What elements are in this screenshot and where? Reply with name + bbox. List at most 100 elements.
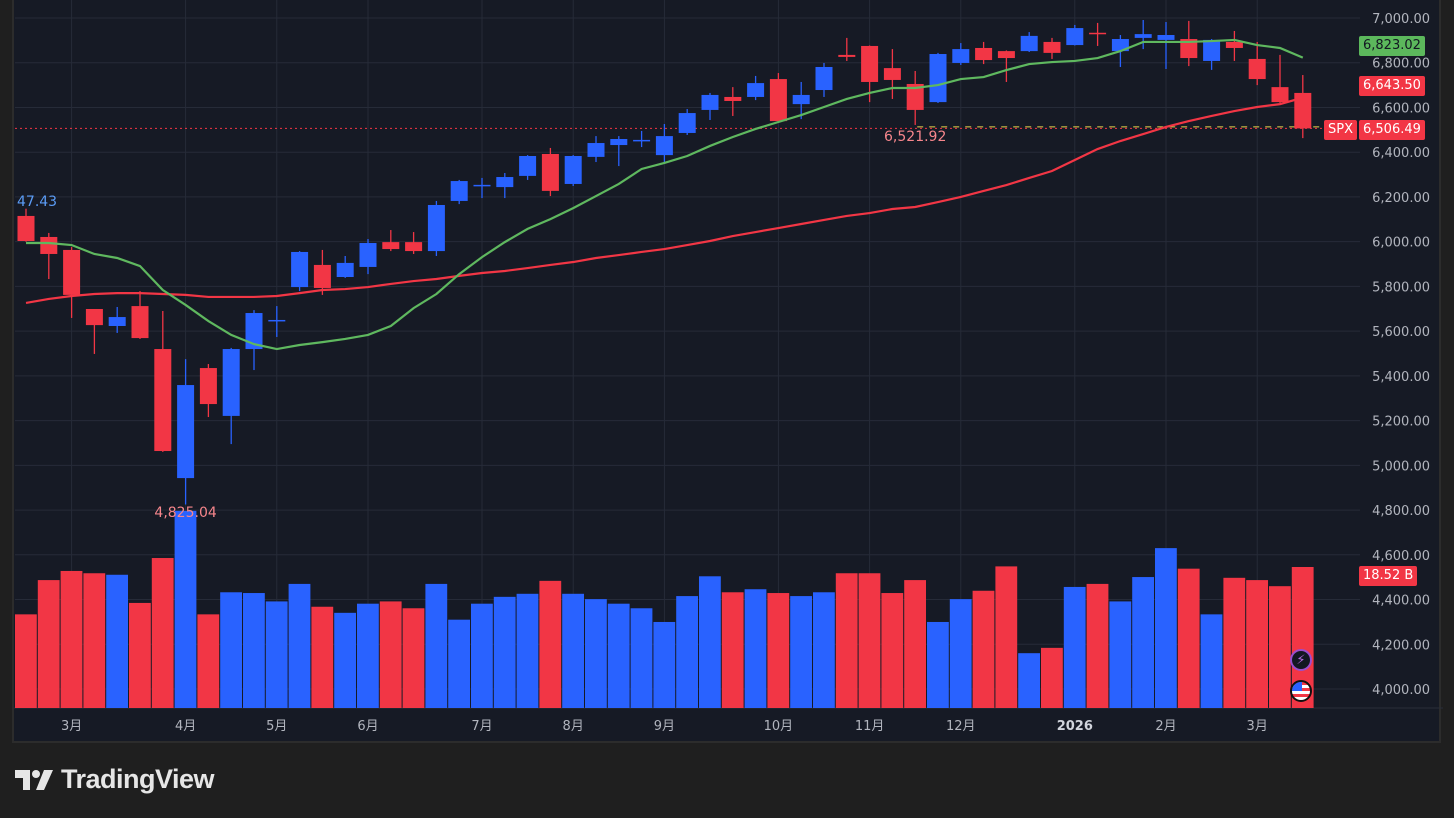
x-tick-label: 4月	[175, 719, 196, 734]
volume-bar	[858, 573, 881, 708]
candle-up	[929, 54, 947, 103]
candle-down	[40, 236, 58, 254]
candle-up	[268, 319, 286, 322]
recent-low-label: 6,521.92	[884, 129, 946, 145]
volume-bar	[1177, 568, 1200, 708]
candle-up	[747, 83, 765, 97]
last-price-tag: 6,506.49	[1359, 120, 1425, 140]
volume-bar	[402, 608, 425, 708]
candle-up	[792, 94, 810, 105]
volume-bar	[151, 558, 174, 708]
volume-bar	[1291, 567, 1314, 708]
candle-up	[815, 66, 833, 91]
volume-bar	[653, 621, 676, 708]
volume-bar	[197, 614, 220, 708]
volume-bar	[972, 590, 995, 708]
y-tick-label: 6,200.00	[1372, 191, 1430, 206]
tradingview-logo[interactable]: TradingView	[15, 764, 215, 795]
volume-bar	[1132, 577, 1154, 708]
candle-up	[655, 136, 673, 156]
chart-frame[interactable]: 7,000.00 6,800.00 6,600.00 6,400.00 6,200.00…	[12, 0, 1443, 743]
volume-bar	[220, 592, 242, 708]
candle-up	[1157, 34, 1175, 40]
volume-bar	[699, 576, 721, 708]
volume-bar	[83, 573, 106, 708]
candle-down	[405, 242, 423, 252]
volume-bar	[379, 601, 402, 708]
y-tick-label: 4,600.00	[1372, 549, 1430, 564]
candle-down	[997, 51, 1015, 59]
volume-bar	[1246, 580, 1268, 708]
volume-bar	[1018, 653, 1040, 708]
lightning-icon[interactable]: ⚡	[1290, 649, 1312, 671]
x-tick-label: 9月	[654, 719, 675, 734]
x-tick-label: 6月	[357, 719, 378, 734]
candle-up	[336, 262, 354, 278]
candle-up	[1020, 35, 1038, 52]
price-chart[interactable]: 7,000.00 6,800.00 6,600.00 6,400.00 6,200.00…	[14, 0, 1443, 743]
x-tick-label: 3月	[61, 719, 82, 734]
y-tick-label: 5,800.00	[1372, 280, 1430, 295]
candle-up	[701, 94, 719, 110]
y-tick-label: 4,400.00	[1372, 594, 1430, 609]
candle-up	[564, 156, 582, 184]
x-tick-label: 2026	[1057, 719, 1093, 734]
ma-long-line	[25, 96, 1304, 305]
volume-bar	[265, 601, 288, 708]
y-tick-label: 7,000.00	[1372, 12, 1430, 27]
volume-bar	[881, 593, 904, 708]
volume-bar	[1063, 586, 1086, 708]
us-flag-icon[interactable]	[1290, 680, 1312, 702]
volume-bar	[448, 619, 470, 708]
candle-down	[1089, 32, 1107, 35]
ma-long-price-tag: 6,643.50	[1359, 76, 1425, 96]
volume-bar	[1155, 548, 1177, 708]
candle-down	[1294, 92, 1312, 129]
candle-up	[587, 143, 605, 157]
x-tick-label: 11月	[855, 719, 885, 734]
candle-up	[450, 181, 468, 201]
candle-down	[861, 45, 879, 82]
y-tick-label: 5,000.00	[1372, 459, 1430, 474]
candle-up	[245, 313, 263, 350]
volume-bar	[1269, 586, 1291, 708]
volume-bar	[1200, 614, 1223, 708]
volume-bar	[425, 583, 448, 708]
candle-up	[519, 156, 537, 176]
candle-up	[427, 204, 445, 252]
volume-bar	[1109, 601, 1132, 708]
candle-down	[1248, 58, 1266, 80]
volume-bar	[60, 570, 83, 708]
volume-bar	[630, 608, 653, 708]
symbol-tag: SPX	[1324, 120, 1357, 140]
volume-bar	[607, 603, 630, 708]
candle-up	[108, 317, 126, 326]
volume-bar	[334, 612, 356, 708]
volume-bar	[37, 580, 60, 708]
volume-bar	[1086, 583, 1109, 708]
volume-bar	[357, 603, 379, 708]
volume-bar	[835, 573, 858, 708]
candle-up	[1066, 28, 1084, 46]
candle-down	[769, 79, 787, 122]
ma-short-price-tag: 6,823.02	[1359, 36, 1425, 56]
candle-down	[1225, 41, 1243, 48]
candle-down	[382, 242, 400, 250]
volume-bar	[995, 566, 1018, 708]
candle-down	[541, 153, 559, 191]
low-price-label: 4,825.04	[154, 505, 216, 521]
candle-up	[177, 385, 195, 479]
candle-down	[131, 306, 149, 339]
candle-down	[154, 349, 172, 452]
volume-bar	[539, 580, 562, 708]
candle-down	[1271, 87, 1289, 103]
y-tick-label: 5,600.00	[1372, 325, 1430, 340]
y-tick-label: 6,800.00	[1372, 57, 1430, 72]
volume-bar	[15, 614, 37, 708]
candle-up	[359, 243, 377, 267]
candle-down	[838, 54, 856, 57]
x-tick-label: 5月	[266, 719, 287, 734]
volume-bar	[562, 593, 584, 708]
x-tick-label: 2月	[1155, 719, 1176, 734]
volume-bar	[904, 580, 926, 708]
